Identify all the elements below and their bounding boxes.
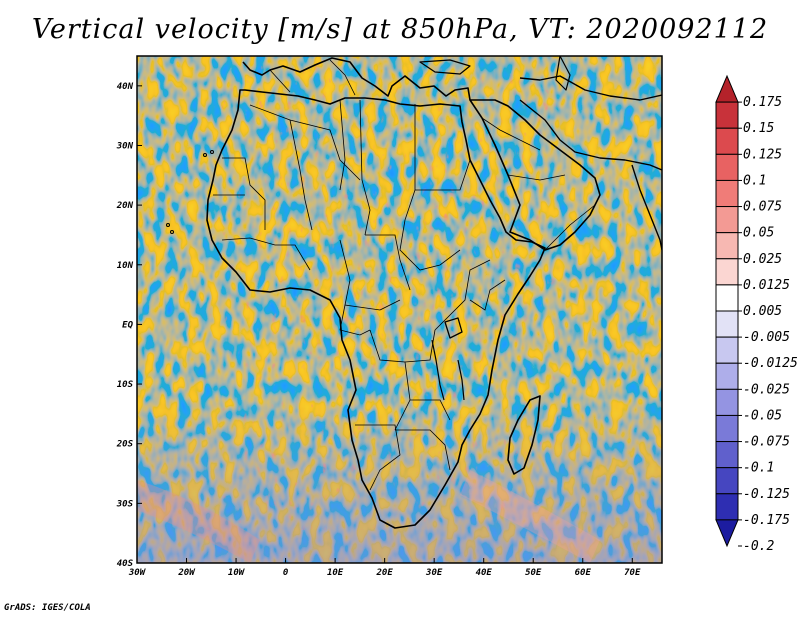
colorbar-label: -0.2: [743, 539, 774, 554]
x-tick-label: 10E: [327, 568, 344, 578]
y-tick-label: 30N: [116, 141, 134, 151]
x-tick-label: 70E: [624, 568, 641, 578]
chart-title: Vertical velocity [m/s] at 850hPa, VT: 2…: [31, 14, 769, 45]
x-tick-label: 50E: [525, 568, 542, 578]
velocity-field: [137, 56, 662, 563]
colorbar-swatch: [715, 179, 739, 208]
x-tick-label: 10W: [228, 568, 246, 578]
x-tick-label: 20W: [177, 568, 196, 578]
x-tick-label: 40E: [476, 568, 493, 578]
colorbar-swatch: [715, 284, 739, 312]
colorbar-swatch: [715, 362, 739, 390]
colorbar-swatch: [715, 258, 739, 286]
colorbar-swatch: [715, 493, 739, 521]
y-axis: 40N 30N 20N 10N EQ 10S 20S 30S 40S: [116, 82, 142, 569]
colorbar-swatch: [715, 519, 739, 548]
colorbar-label: -0.125: [743, 487, 790, 502]
y-tick-label: EQ: [122, 320, 133, 330]
colorbar-swatch: [715, 414, 739, 443]
coastlines: [166, 56, 662, 529]
colorbar-swatch: [715, 336, 739, 364]
colorbar-label: -0.075: [743, 435, 790, 450]
colorbar-label: 0.125: [743, 147, 782, 162]
colorbar-label: 0.05: [743, 226, 774, 241]
colorbar-swatch: [715, 74, 739, 103]
country-borders: [213, 59, 596, 491]
y-tick-label: 20N: [116, 201, 134, 211]
colorbar-label: -0.05: [743, 408, 782, 423]
colorbar-swatch: [715, 232, 739, 260]
colorbar-swatch: [715, 206, 739, 234]
x-tick-label: 20E: [376, 568, 394, 578]
x-tick-label: 30E: [425, 568, 443, 578]
colorbar-label: 0.0125: [743, 278, 790, 293]
colorbar-label: 0.15: [743, 121, 774, 136]
y-tick-label: 30S: [116, 499, 134, 509]
colorbar-label: -0.005: [743, 330, 790, 345]
colorbar-label: -0.0125: [743, 356, 798, 371]
colorbar-swatch: [715, 101, 739, 129]
x-axis: 30W 20W 10W 0 10E 20E 30E 40E 50E 60E 70E: [128, 558, 641, 578]
x-tick-label: 30W: [128, 568, 147, 578]
colorbar-swatch: [715, 441, 739, 469]
colorbar-label: -0.175: [743, 513, 790, 528]
y-tick-label: 10N: [117, 261, 134, 271]
grads-credit: GrADS: IGES/COLA: [4, 603, 91, 613]
map-frame: [136, 55, 663, 564]
colorbar-label: 0.025: [743, 252, 782, 267]
colorbar-label: -0.025: [743, 382, 790, 397]
colorbar-label: 0.075: [743, 200, 782, 215]
x-tick-label: 0: [283, 568, 289, 578]
y-tick-label: 10S: [117, 380, 134, 390]
y-tick-label: 20S: [116, 440, 134, 450]
x-tick-label: 60E: [575, 568, 592, 578]
colorbar-swatch: [715, 310, 739, 338]
colorbar-swatch: [715, 153, 739, 181]
colorbar-label: 0.175: [743, 95, 782, 110]
y-tick-label: 40N: [117, 82, 134, 92]
colorbar-legend: 0.175 0.15 0.125 0.1 0.075 0.05 0.025 0.0125 0.0…: [715, 74, 798, 554]
y-tick-label: 40S: [117, 559, 134, 569]
colorbar-swatch: [715, 388, 739, 416]
colorbar-label: 0.1: [743, 173, 766, 188]
colorbar-swatch: [715, 127, 739, 155]
colorbar-label: -0.1: [743, 461, 774, 476]
colorbar-label: 0.005: [743, 304, 782, 319]
colorbar-swatch: [715, 467, 739, 495]
